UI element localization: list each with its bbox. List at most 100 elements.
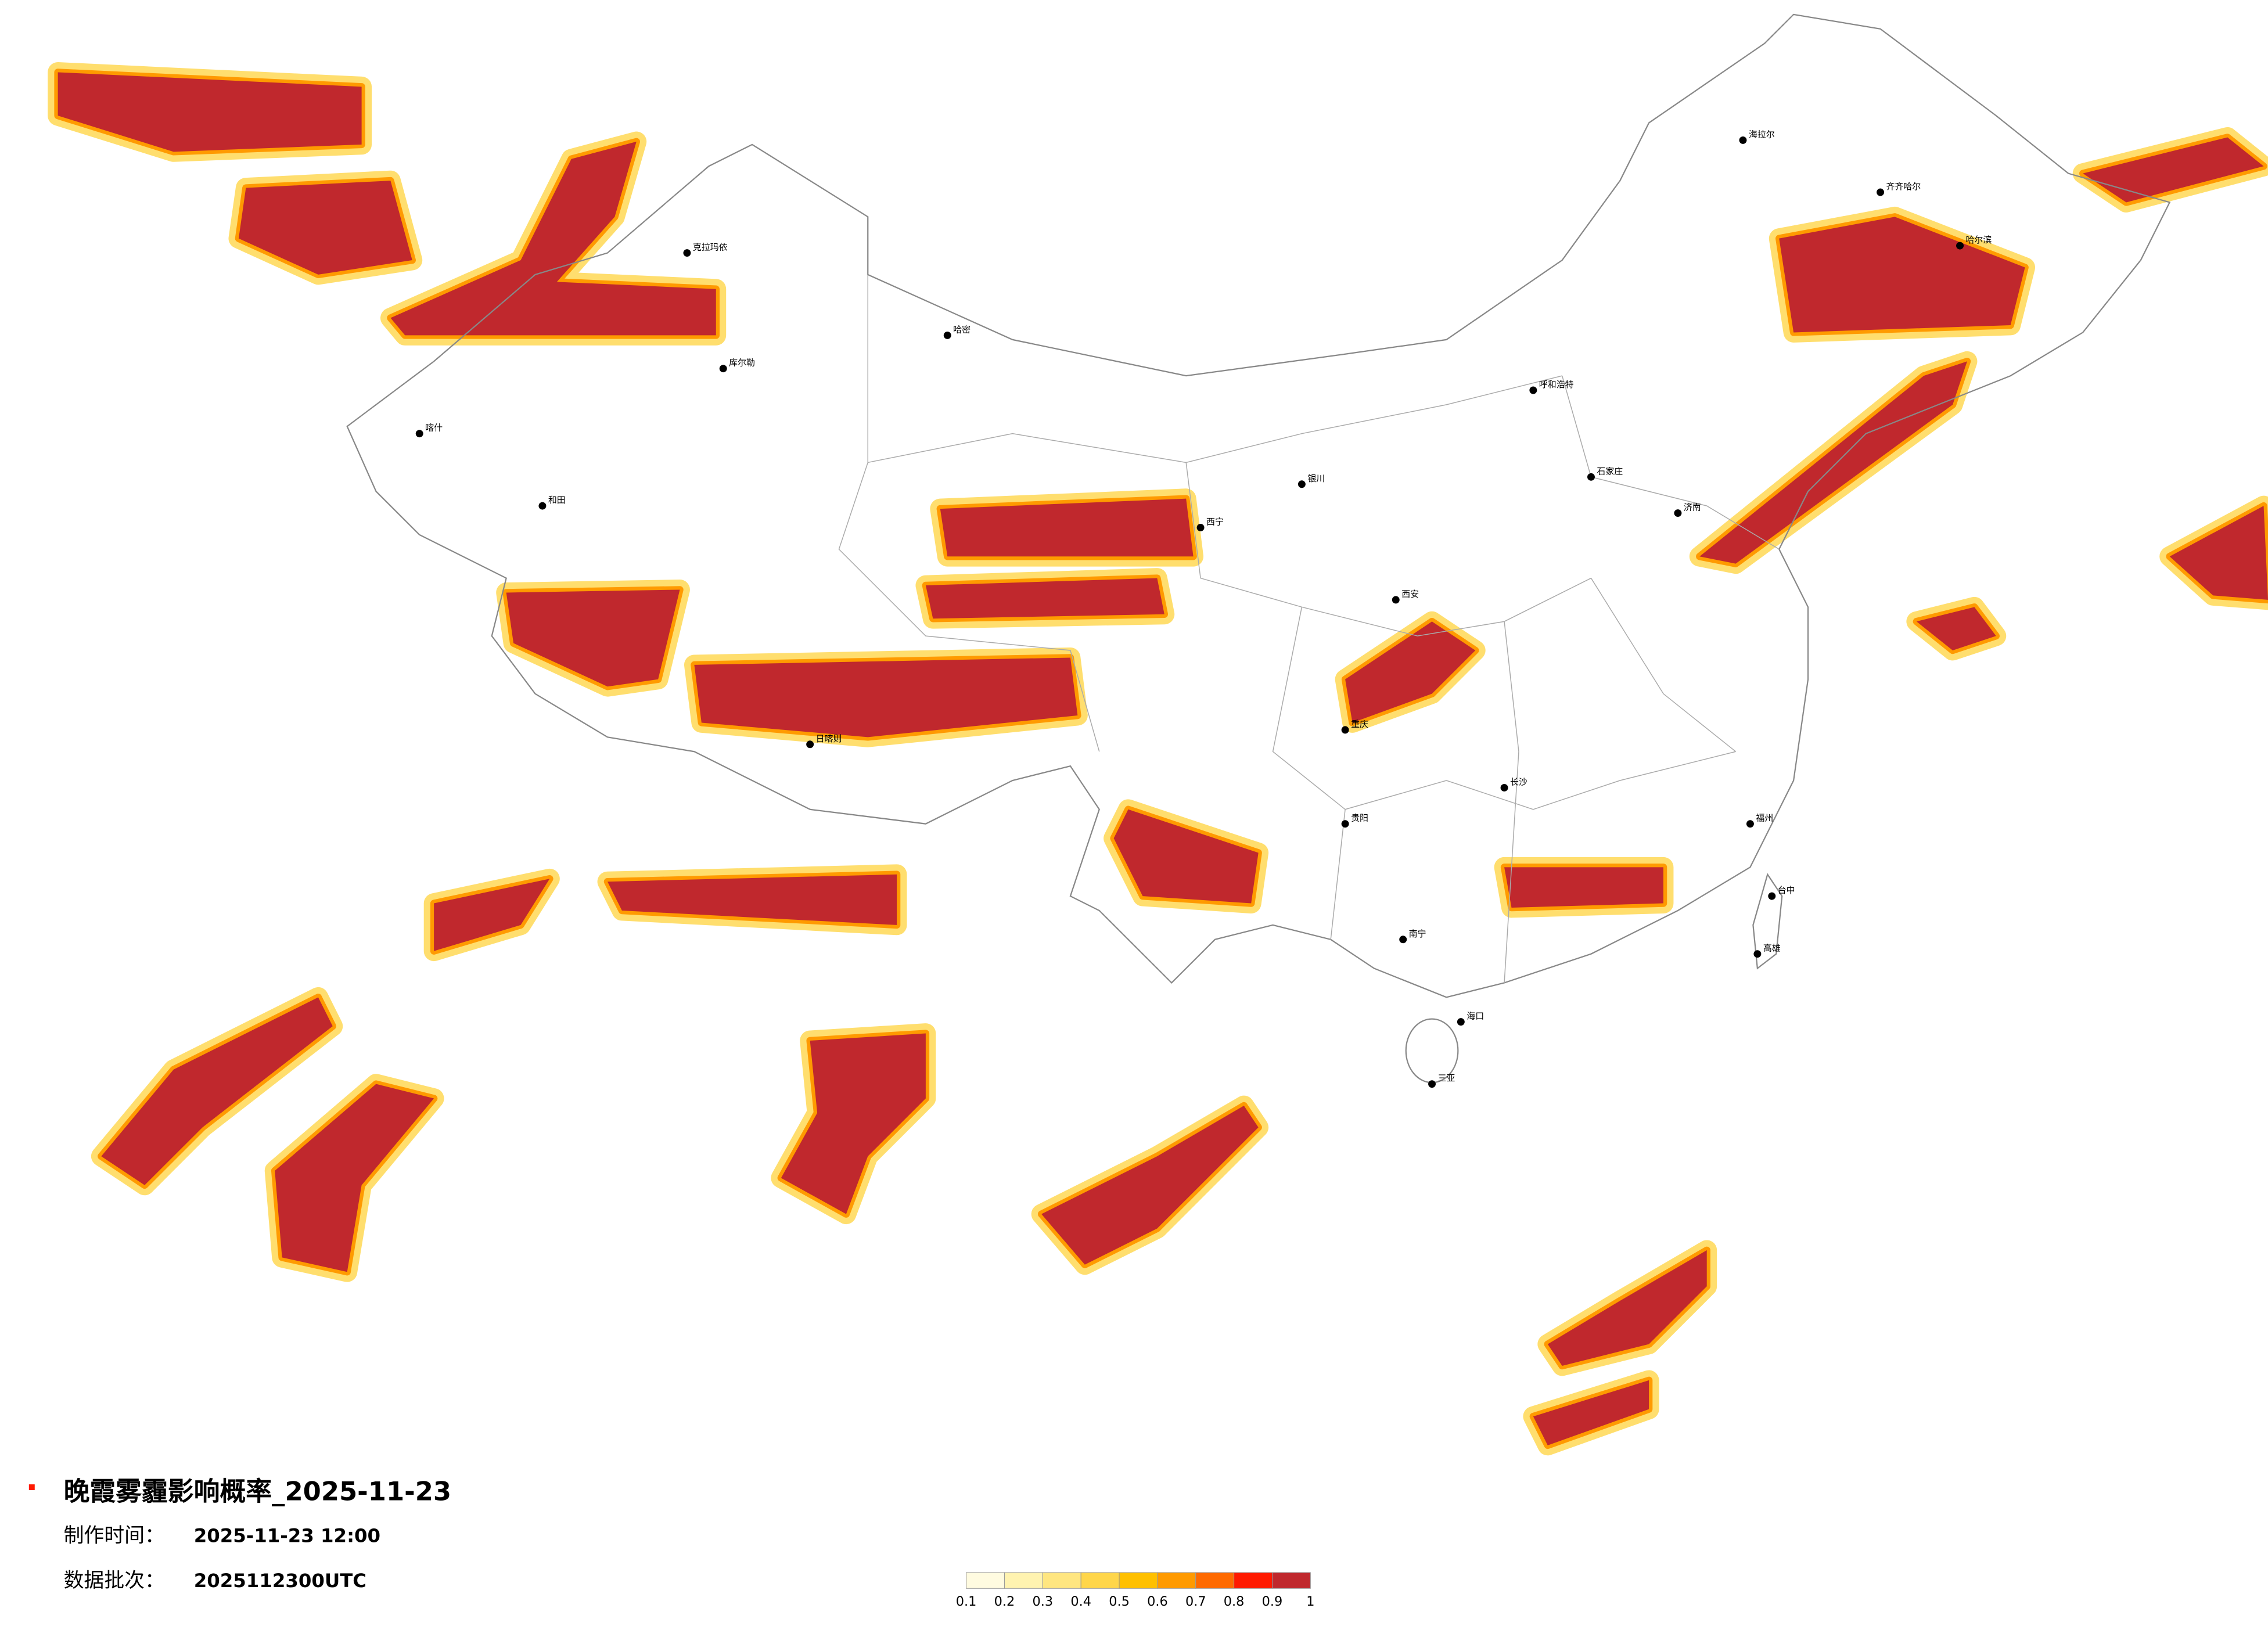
haze-core bbox=[1533, 1380, 1649, 1445]
city-dot bbox=[1341, 820, 1349, 828]
haze-core bbox=[57, 72, 362, 152]
legend-tick-label: 0.3 bbox=[1033, 1594, 1054, 1609]
title: 晚霞雾霾影响概率_2025-11-23 bbox=[64, 1476, 452, 1506]
city-dot bbox=[1392, 596, 1400, 604]
haze-core bbox=[2083, 137, 2264, 203]
haze-core bbox=[1916, 607, 1996, 650]
city-dot bbox=[1529, 386, 1537, 394]
info-value: 2025-11-23 12:00 bbox=[194, 1525, 380, 1547]
legend-box bbox=[1271, 1572, 1311, 1589]
info-label: 数据批次： bbox=[64, 1569, 165, 1592]
legend-box bbox=[1004, 1572, 1043, 1589]
city-label: 哈密 bbox=[953, 324, 971, 334]
province-borders bbox=[838, 274, 1780, 983]
info-value: 2025112300UTC bbox=[194, 1570, 366, 1592]
city-dot bbox=[1196, 523, 1205, 531]
city-label: 海拉尔 bbox=[1749, 129, 1775, 139]
city-dot bbox=[806, 740, 814, 749]
city-dot bbox=[415, 430, 423, 438]
haze-core bbox=[506, 589, 680, 687]
city-dot bbox=[1768, 892, 1776, 900]
haze-core bbox=[434, 879, 550, 951]
city-dot bbox=[1500, 783, 1508, 792]
haze-core bbox=[390, 141, 716, 336]
city-label: 西安 bbox=[1401, 589, 1419, 599]
city-label: 高雄 bbox=[1763, 943, 1781, 954]
legend-tick-label: 0.5 bbox=[1109, 1594, 1130, 1609]
legend-tick-label: 0.2 bbox=[994, 1594, 1015, 1609]
city-dot bbox=[1399, 936, 1407, 944]
city-label: 哈尔滨 bbox=[1965, 235, 1992, 245]
haze-core bbox=[781, 1033, 926, 1214]
city-dot bbox=[1739, 136, 1747, 144]
info-label: 制作时间： bbox=[64, 1524, 165, 1548]
haze-core bbox=[101, 997, 333, 1185]
city-label: 济南 bbox=[1684, 502, 1701, 513]
city-dot bbox=[719, 365, 727, 373]
city-dot bbox=[1457, 1018, 1465, 1026]
legend-box bbox=[1080, 1572, 1120, 1589]
haze-core bbox=[1699, 361, 1967, 564]
haze-core bbox=[1504, 867, 1663, 908]
haze-layer bbox=[48, 62, 2268, 1456]
haze-core bbox=[940, 498, 1194, 557]
haze-core bbox=[607, 874, 897, 925]
city-label: 银川 bbox=[1307, 473, 1325, 484]
city-label: 贵阳 bbox=[1351, 813, 1368, 823]
city-dot bbox=[1428, 1080, 1436, 1088]
city-dot bbox=[1587, 473, 1595, 481]
legend-box bbox=[1195, 1572, 1235, 1589]
city-label: 石家庄 bbox=[1597, 466, 1623, 476]
legend-tick-label: 0.7 bbox=[1185, 1594, 1206, 1609]
city-dot bbox=[943, 331, 951, 339]
city-dot bbox=[538, 502, 547, 510]
haze-core bbox=[1547, 1250, 1707, 1366]
city-dot bbox=[1753, 950, 1762, 958]
city-label: 重庆 bbox=[1351, 719, 1368, 729]
city-dot bbox=[1877, 188, 1885, 196]
haze-core bbox=[275, 1084, 434, 1272]
legend-tick-label: 0.1 bbox=[956, 1594, 977, 1609]
legend-box bbox=[1119, 1572, 1158, 1589]
legend-tick-label: 1 bbox=[1306, 1594, 1314, 1609]
city-dot bbox=[1956, 242, 1964, 250]
haze-core bbox=[238, 181, 412, 275]
haze-core bbox=[694, 657, 1078, 738]
city-label: 台中 bbox=[1778, 885, 1795, 895]
country-outline bbox=[346, 13, 2171, 998]
legend: 0.1 0.2 0.3 0.4 0.5 0.6 0.7 0.8 0.9 1 bbox=[956, 1572, 1314, 1609]
city-label: 南宁 bbox=[1409, 929, 1426, 939]
haze-core bbox=[1113, 809, 1259, 904]
city-label: 福州 bbox=[1756, 813, 1773, 823]
title-marker bbox=[28, 1484, 35, 1491]
city-label: 呼和浩特 bbox=[1539, 379, 1574, 390]
city-dot bbox=[1746, 820, 1754, 828]
city-label: 海口 bbox=[1467, 1011, 1484, 1021]
city-label: 喀什 bbox=[425, 423, 443, 433]
city-dot bbox=[1341, 726, 1349, 734]
city-dot bbox=[1674, 509, 1682, 517]
haze-core bbox=[2169, 506, 2268, 600]
city-dot bbox=[683, 249, 691, 257]
city-dot bbox=[1297, 480, 1306, 488]
haze-core bbox=[1345, 621, 1476, 723]
city-label: 和田 bbox=[548, 495, 566, 505]
city-label: 齐齐哈尔 bbox=[1886, 181, 1921, 192]
haze-core bbox=[925, 578, 1164, 619]
legend-box bbox=[1042, 1572, 1081, 1589]
legend-tick-label: 0.4 bbox=[1070, 1594, 1091, 1609]
taiwan-outline bbox=[1752, 873, 1783, 970]
city-label: 日喀则 bbox=[816, 733, 842, 744]
legend-tick-label: 0.8 bbox=[1224, 1594, 1245, 1609]
haze-core bbox=[1041, 1106, 1259, 1265]
city-label: 长沙 bbox=[1510, 776, 1527, 787]
city-label: 库尔勒 bbox=[729, 358, 755, 368]
legend-box bbox=[966, 1572, 1005, 1589]
legend-tick-label: 0.6 bbox=[1147, 1594, 1168, 1609]
legend-tick-label: 0.9 bbox=[1262, 1594, 1283, 1609]
legend-box bbox=[1234, 1572, 1273, 1589]
city-label: 西宁 bbox=[1206, 516, 1224, 527]
